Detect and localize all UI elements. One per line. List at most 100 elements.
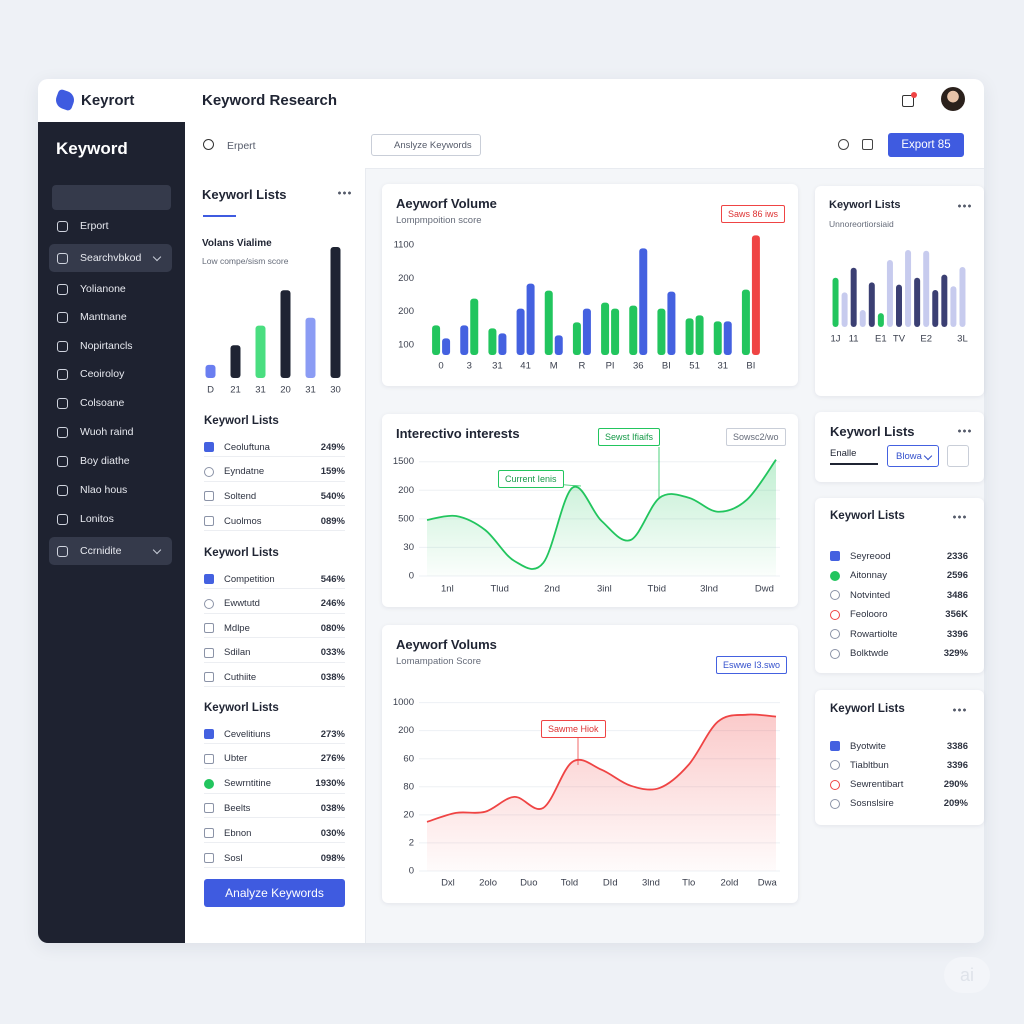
- row-label: Ubter: [224, 753, 248, 765]
- sidebar-item[interactable]: Lonitos: [49, 505, 172, 533]
- search-input[interactable]: Erpert: [227, 140, 256, 152]
- x-tick-label: 3: [467, 361, 472, 372]
- bar: [582, 308, 591, 355]
- bar: [713, 321, 722, 355]
- sidebar-item[interactable]: Searchvbkod: [49, 244, 172, 272]
- sidebar-label: Ccrnidite: [80, 545, 122, 557]
- top-bar: [38, 79, 984, 123]
- export-button[interactable]: Export 85: [888, 133, 964, 157]
- sidebar-label: Mantnane: [80, 311, 127, 323]
- sidebar-item[interactable]: Colsoane: [49, 389, 172, 417]
- sidebar-icon: [57, 545, 68, 557]
- list-row[interactable]: Tiabltbun 3396: [830, 756, 968, 774]
- more-icon[interactable]: [952, 708, 966, 712]
- row-value: 246%: [320, 598, 345, 609]
- list-row[interactable]: Sosl 098%: [204, 849, 345, 868]
- line: [426, 713, 777, 823]
- sidebar-icon: [57, 283, 68, 295]
- sidebar-label: Colsoane: [80, 397, 125, 409]
- list-row[interactable]: Cevelitiuns 273%: [204, 725, 345, 744]
- list-row[interactable]: Eyndatne 159%: [204, 463, 345, 482]
- sidebar-label: Boy diathe: [80, 455, 130, 467]
- list-row[interactable]: Cuolmos 089%: [204, 512, 345, 532]
- y-tick-label: 80: [403, 781, 414, 792]
- filter-select[interactable]: Blowa: [887, 445, 939, 467]
- list-row[interactable]: Seyreood 2336: [830, 547, 968, 565]
- list-row[interactable]: Mdlpe 080%: [204, 619, 345, 638]
- list-row[interactable]: Feolooro 356K: [830, 606, 968, 624]
- refresh-button[interactable]: [947, 445, 969, 467]
- list-row[interactable]: Bolktwde 329%: [830, 645, 968, 663]
- list-row[interactable]: Rowartiolte 3396: [830, 625, 968, 643]
- avatar[interactable]: [941, 87, 965, 111]
- row-value: 209%: [943, 798, 968, 810]
- row-label: Ebnon: [224, 827, 252, 839]
- bar: [741, 289, 750, 355]
- list-row[interactable]: Sewrntitine 1930%: [204, 775, 345, 794]
- sidebar-icon: [57, 311, 68, 323]
- list-row[interactable]: Aitonnay 2596: [830, 567, 968, 585]
- sidebar-item[interactable]: Boy diathe: [49, 447, 172, 475]
- list-row[interactable]: Beelts 038%: [204, 799, 345, 819]
- more-icon[interactable]: [957, 204, 971, 208]
- bar: [695, 315, 704, 355]
- row-label: Sosnslsire: [850, 798, 894, 810]
- chart: 1J 11 E1 TV E2 3L: [831, 250, 968, 345]
- list-row[interactable]: Byotwite 3386: [830, 737, 968, 755]
- sidebar-item[interactable]: Nlao hous: [49, 476, 172, 504]
- sidebar-item[interactable]: Ccrnidite: [49, 537, 172, 565]
- sidebar-item[interactable]: Yolianone: [49, 275, 172, 303]
- sidebar-icon: [57, 513, 68, 525]
- analyze-button[interactable]: Anslyze Keywords: [371, 134, 481, 156]
- y-tick-label: 200: [398, 306, 414, 317]
- row-icon: [204, 853, 214, 863]
- analyze-keywords-button[interactable]: Analyze Keywords: [204, 879, 345, 907]
- sidebar-item[interactable]: Wuoh raind: [49, 418, 172, 446]
- list-row[interactable]: Ubter 276%: [204, 750, 345, 769]
- list-row[interactable]: Sdilan 033%: [204, 644, 345, 663]
- sidebar-label: Yolianone: [80, 283, 126, 295]
- tool-icon[interactable]: [862, 139, 873, 150]
- row-label: Cevelitiuns: [224, 728, 271, 740]
- sidebar-item[interactable]: Ceoiroloy: [49, 360, 172, 388]
- filter-tab[interactable]: Enalle: [830, 448, 878, 465]
- row-value: 273%: [320, 728, 345, 740]
- list-title: Keyworl Lists: [830, 510, 905, 522]
- sidebar-item[interactable]: Nopirtancls: [49, 332, 172, 360]
- x-tick-label: PI: [606, 361, 615, 372]
- row-label: Aitonnay: [850, 570, 887, 581]
- list-row[interactable]: Sewrentibart 290%: [830, 776, 968, 794]
- bar: [554, 335, 563, 355]
- row-value: 3396: [946, 759, 968, 771]
- more-icon[interactable]: [952, 515, 966, 519]
- row-label: Ewwtutd: [224, 598, 260, 609]
- x-tick-label: 21: [230, 385, 241, 396]
- notification-icon[interactable]: [902, 95, 914, 107]
- row-value: 356K: [945, 609, 968, 620]
- more-icon[interactable]: [337, 191, 351, 195]
- chevron: [152, 252, 162, 262]
- sidebar-item[interactable]: Mantnane: [49, 303, 172, 331]
- list-row[interactable]: Ceoluftuna 249%: [204, 438, 345, 457]
- annotation: Eswwe I3.swo: [716, 656, 788, 674]
- list-card: Keyworl Lists Seyreood 2336 Aitonnay 2596 Not…: [815, 498, 984, 673]
- list-row[interactable]: Competition 546%: [204, 570, 345, 589]
- sidebar-label: Nlao hous: [80, 484, 128, 496]
- more-icon[interactable]: [957, 429, 971, 433]
- sidebar-icon: [57, 220, 68, 232]
- chart-title: Volans Vialime: [202, 238, 272, 249]
- list-row[interactable]: Ewwtutd 246%: [204, 595, 345, 614]
- tool-icon[interactable]: [838, 139, 849, 150]
- sidebar-title: Keyword: [56, 139, 128, 158]
- list-row[interactable]: Notvinted 3486: [830, 586, 968, 604]
- list-row[interactable]: Cuthiite 038%: [204, 668, 345, 687]
- sidebar-item[interactable]: Erport: [49, 212, 172, 240]
- bar: [941, 274, 948, 327]
- list-row[interactable]: Sosnslsire 209%: [830, 795, 968, 813]
- list-row[interactable]: Soltend 540%: [204, 487, 345, 507]
- list-card: Keyworl Lists Byotwite 3386 Tiabltbun 3396 Se…: [815, 690, 984, 825]
- list-row[interactable]: Ebnon 030%: [204, 824, 345, 844]
- bar: [460, 325, 469, 355]
